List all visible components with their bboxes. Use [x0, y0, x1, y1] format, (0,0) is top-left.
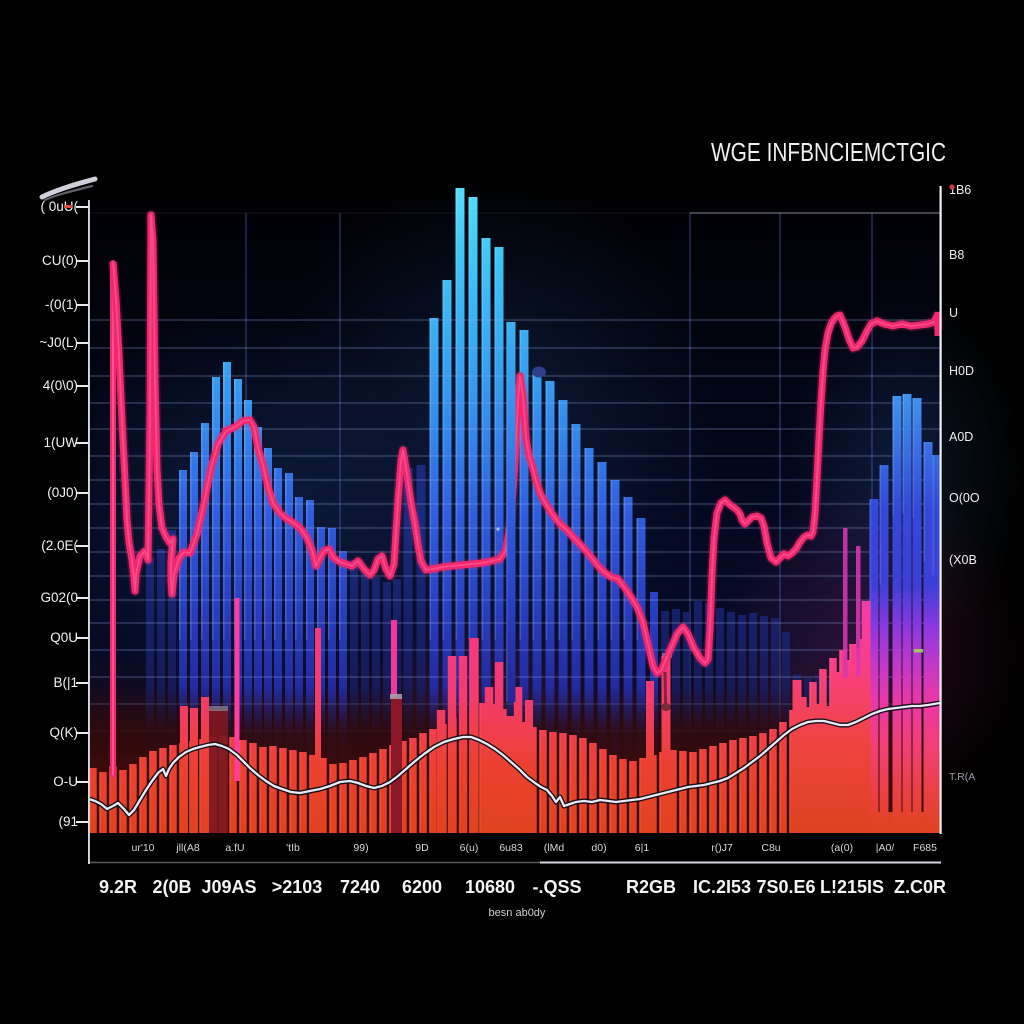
svg-text:R2GB: R2GB: [626, 877, 676, 897]
svg-text:( 0uU(: ( 0uU(: [40, 199, 78, 214]
svg-text:6(u): 6(u): [460, 842, 479, 854]
svg-text:>2103: >2103: [272, 877, 323, 897]
svg-text:7S0.E6: 7S0.E6: [756, 877, 815, 897]
svg-text:7240: 7240: [340, 877, 380, 897]
svg-text:(X0B: (X0B: [949, 553, 977, 567]
svg-text:|A0/: |A0/: [876, 842, 895, 854]
svg-text:6u83: 6u83: [499, 842, 523, 854]
svg-text:Z.C0R: Z.C0R: [894, 877, 946, 897]
svg-text:A0D: A0D: [949, 430, 973, 444]
svg-text:9D: 9D: [415, 842, 429, 854]
svg-text:besn ab0dy: besn ab0dy: [489, 907, 546, 919]
svg-text:'tIb: 'tIb: [286, 842, 300, 854]
svg-text:CU(0): CU(0): [42, 253, 78, 268]
svg-text:a.fU: a.fU: [225, 842, 244, 854]
svg-text:r()J7: r()J7: [711, 842, 733, 854]
svg-text:J09AS: J09AS: [201, 877, 256, 897]
svg-text:1B6: 1B6: [949, 183, 971, 197]
svg-text:L!215IS: L!215IS: [820, 877, 884, 897]
svg-text:Q(K): Q(K): [50, 725, 79, 740]
svg-text:(0J0): (0J0): [47, 485, 78, 500]
svg-text:9.2R: 9.2R: [99, 877, 137, 897]
svg-text:B(|1: B(|1: [53, 675, 78, 690]
svg-text:(lMd: (lMd: [544, 842, 565, 854]
svg-text:6200: 6200: [402, 877, 442, 897]
svg-text:-.QSS: -.QSS: [532, 877, 581, 897]
svg-text:B8: B8: [949, 248, 964, 262]
svg-text:O-U: O-U: [53, 774, 78, 789]
svg-text:2(0B: 2(0B: [152, 877, 191, 897]
svg-text:4(0\0): 4(0\0): [43, 378, 78, 393]
svg-text:-(0(1): -(0(1): [45, 297, 78, 312]
svg-text:G02(0: G02(0: [40, 590, 78, 605]
svg-text:F685: F685: [913, 842, 937, 854]
svg-text:ur'10: ur'10: [131, 842, 154, 854]
svg-text:H0D: H0D: [949, 364, 974, 378]
svg-text:~J0(L): ~J0(L): [39, 335, 78, 350]
svg-text:1(UW: 1(UW: [44, 435, 79, 450]
svg-text:99): 99): [353, 842, 368, 854]
svg-text:Q0U: Q0U: [50, 630, 78, 645]
svg-text:d0): d0): [591, 842, 606, 854]
svg-text:T.R(A: T.R(A: [949, 771, 975, 783]
svg-text:jll(A8: jll(A8: [175, 842, 199, 854]
svg-text:C8u: C8u: [761, 842, 780, 854]
svg-text:(2.0E(: (2.0E(: [41, 538, 78, 553]
svg-text:IC.2I53: IC.2I53: [693, 877, 751, 897]
svg-text:U: U: [949, 306, 958, 320]
svg-text:(91: (91: [58, 814, 78, 829]
svg-text:(a(0): (a(0): [831, 842, 853, 854]
svg-text:10680: 10680: [465, 877, 515, 897]
svg-text:O(0O: O(0O: [949, 491, 980, 505]
svg-text:WGE INFBNCIEMCTGIC: WGE INFBNCIEMCTGIC: [711, 137, 946, 167]
svg-text:6|1: 6|1: [635, 842, 650, 854]
